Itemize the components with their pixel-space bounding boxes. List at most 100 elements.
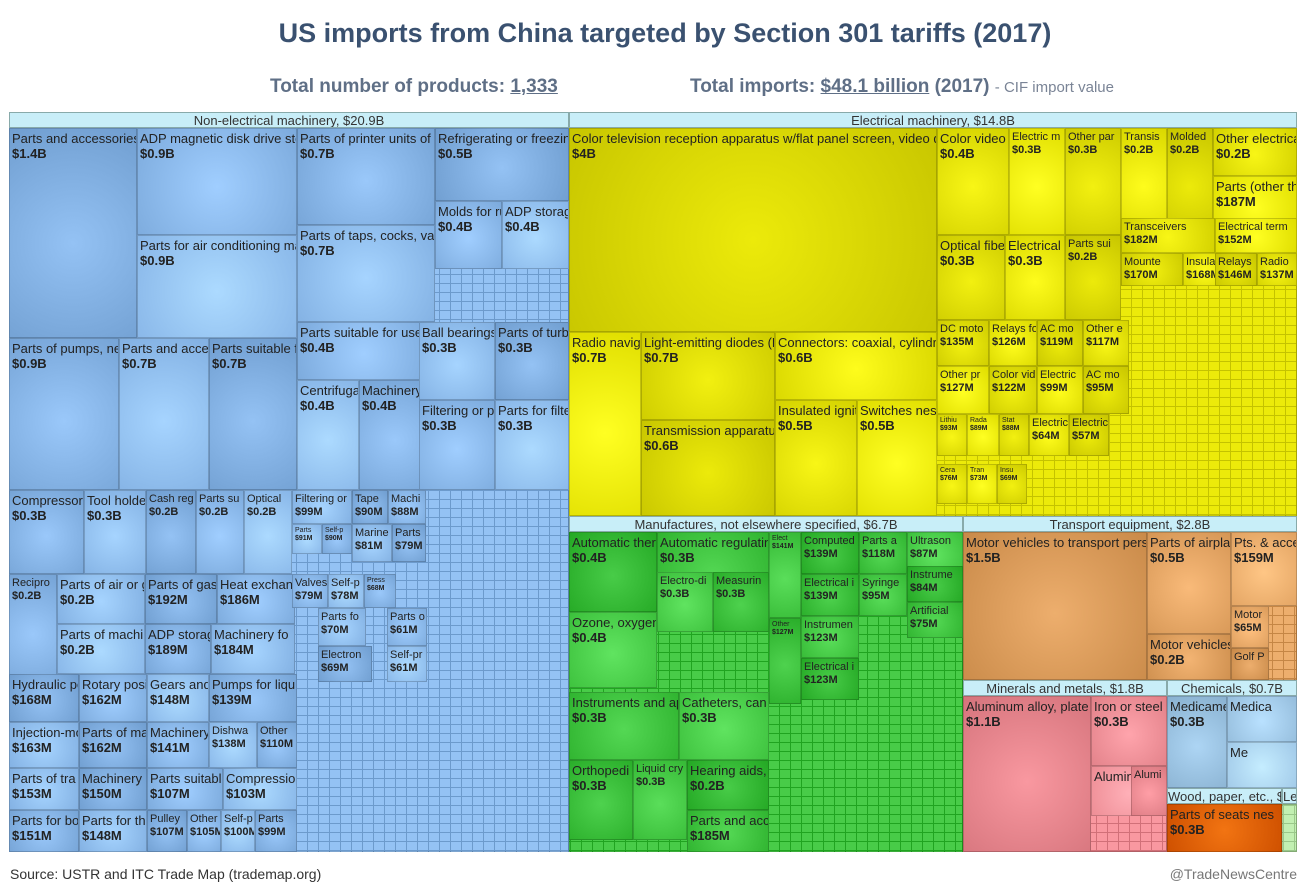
treemap-cell[interactable]: Electric $57M [1069,414,1109,456]
treemap-cell[interactable]: Press $68M [364,574,396,608]
treemap-cell[interactable]: Machinery $141M [147,722,209,768]
treemap-cell[interactable]: Parts and acces $0.7B [119,338,209,490]
treemap-cell[interactable]: Me [1227,742,1297,788]
treemap-cell[interactable]: Compressio $103M [223,768,297,810]
treemap-cell[interactable]: Heat exchan $186M [217,574,295,624]
treemap-cell[interactable]: Marine $81M [352,524,392,562]
treemap-cell[interactable]: Switches nesc $0.5B [857,400,937,516]
group-header-manufactures-not-elsewhere-specified[interactable]: Manufactures, not elsewhere specified, $… [569,516,963,532]
treemap-cell[interactable]: Parts of printer units of $0.7B [297,128,435,225]
treemap-cell[interactable]: Insulated ignit $0.5B [775,400,857,516]
treemap-cell[interactable]: Parts of ma $162M [79,722,147,768]
treemap-cell[interactable]: Liquid cry $0.3B [633,760,687,840]
treemap-cell[interactable]: Electron $69M [318,646,372,682]
treemap-cell[interactable]: ADP storage$189M [145,624,211,674]
treemap-cell[interactable]: Parts for bo $151M [9,810,79,852]
treemap-cell[interactable]: Dishwa $138M [209,722,257,768]
treemap-cell[interactable]: Parts of taps, cocks, val $0.7B [297,225,435,322]
treemap-cell[interactable]: Relays $146M [1215,253,1257,286]
treemap-cell[interactable]: Mounte $170M [1121,253,1183,286]
treemap-cell[interactable]: Other e $117M [1083,320,1129,366]
treemap-cell[interactable]: Parts o $61M [387,608,427,646]
group-header-transport-equipment[interactable]: Transport equipment, $2.8B [963,516,1297,532]
treemap-cell[interactable]: Other $127M [769,618,801,704]
treemap-cell[interactable]: Parts and accessories $1.4B [9,128,137,338]
group-header-minerals-and-metals[interactable]: Minerals and metals, $1.8B [963,680,1167,696]
treemap-cell[interactable]: Self-pr $61M [387,646,427,682]
treemap-cell[interactable]: Syringe $95M [859,574,907,616]
treemap-cell[interactable]: Motor vehicles to transport pers $1.5B [963,532,1147,680]
treemap-cell[interactable]: Filtering or $99M [292,490,352,524]
treemap-cell[interactable]: Radio $137M [1257,253,1297,286]
treemap-cell[interactable]: Centrifuga $0.4B [297,380,359,490]
treemap-cell[interactable]: Motor $65M [1231,606,1269,648]
treemap-cell[interactable]: Other electrica $0.2B [1213,128,1297,176]
treemap-cell[interactable]: Recipro $0.2B [9,574,57,684]
treemap-cell[interactable]: Lithiu $93M [937,414,967,456]
treemap-cell[interactable]: Parts suitabl $107M [147,768,223,810]
treemap-cell[interactable]: Medica [1227,696,1297,742]
treemap-cell[interactable]: Instrume $84M [907,566,963,602]
treemap-cell[interactable]: Other pr $127M [937,366,989,414]
treemap-cell[interactable]: Electrical s $0.3B [1005,235,1065,320]
treemap-cell[interactable]: Gears and $148M [147,674,209,722]
treemap-cell[interactable]: Light-emitting diodes (L $0.7B [641,332,775,420]
treemap-cell[interactable]: Parts for filte $0.3B [495,400,569,490]
treemap-cell[interactable]: Parts of pumps, ne $0.9B [9,338,119,490]
treemap-cell[interactable]: Parts a $118M [859,532,907,574]
treemap-cell[interactable]: Self-p $90M [322,524,352,554]
total-products-value[interactable]: 1,333 [510,76,558,97]
treemap-cell[interactable]: Compressors $0.3B [9,490,84,574]
treemap-cell[interactable]: Valves $79M [292,574,328,608]
treemap-cell[interactable]: Electrical term $152M [1215,218,1297,253]
treemap-cell[interactable]: Insu $69M [997,464,1027,504]
treemap-cell[interactable]: Golf P [1231,648,1269,680]
group-header-non-electrical-machinery[interactable]: Non-electrical machinery, $20.9B [9,112,569,128]
treemap-cell[interactable]: Parts $91M [292,524,322,554]
treemap-cell[interactable]: Optical fibe $0.3B [937,235,1005,320]
treemap-cell[interactable]: Parts for air conditioning ma $0.9B [137,235,297,338]
treemap-cell[interactable]: Parts of gas $192M [145,574,217,624]
treemap-cell[interactable]: Color television reception apparatus w/f… [569,128,937,332]
treemap-cell[interactable]: AC mo $119M [1037,320,1083,366]
treemap-cell[interactable]: Aluminum alloy, plate $1.1B [963,696,1091,852]
treemap-cell[interactable]: ADP storag $0.4B [502,201,569,269]
treemap-cell[interactable]: Transmission apparatu $0.6B [641,420,775,516]
treemap-cell[interactable]: Cash reg $0.2B [146,490,196,574]
treemap-cell[interactable]: Stat $88M [999,414,1029,456]
treemap-cell[interactable]: Electro-di $0.3B [657,572,713,632]
treemap-cell[interactable]: Parts of airpla $0.5B [1147,532,1231,634]
treemap-cell[interactable]: Parts of seats nes $0.3B [1167,804,1282,852]
treemap-cell[interactable]: Measurin $0.3B [713,572,769,632]
treemap-cell[interactable]: Elect $141M [769,532,801,618]
treemap-cell[interactable]: Artificial $75M [907,602,963,638]
treemap-cell[interactable]: Parts fo $70M [318,608,366,646]
treemap-cell[interactable]: Pulley $107M [147,810,187,852]
treemap-cell[interactable]: Electric $64M [1029,414,1069,456]
treemap-cell[interactable]: Machinery a $150M [79,768,147,810]
treemap-cell[interactable]: Optical $0.2B [244,490,292,574]
credit[interactable]: @TradeNewsCentre [1169,866,1297,882]
treemap-cell[interactable]: Parts and acce $185M [687,810,769,852]
treemap-cell[interactable]: Relays fo $126M [989,320,1037,366]
treemap-cell[interactable]: Machinery fo $184M [211,624,295,674]
treemap-cell[interactable]: Tran $73M [967,464,997,504]
treemap-cell[interactable]: Tool holde $0.3B [84,490,146,574]
treemap-cell[interactable]: Parts su $0.2B [196,490,244,574]
treemap-cell[interactable]: Filtering or p $0.3B [419,400,495,490]
treemap-cell[interactable]: Ozone, oxygen $0.4B [569,612,657,688]
treemap-cell[interactable]: Rotary posi $162M [79,674,147,722]
group-header-leather[interactable]: Lea [1282,788,1297,804]
treemap-cell[interactable]: Other par $0.3B [1065,128,1121,235]
treemap-cell[interactable]: Automatic ther $0.4B [569,532,657,612]
treemap-cell[interactable]: Injection-mo $163M [9,722,79,768]
treemap-cell[interactable]: Connectors: coaxial, cylindri $0.6B [775,332,937,400]
treemap-cell[interactable]: Hydraulic po $168M [9,674,79,722]
treemap-cell[interactable]: Electrical i $123M [801,658,859,700]
treemap-cell[interactable]: Parts of tra $153M [9,768,79,810]
treemap-cell[interactable]: Radio naviga $0.7B [569,332,641,516]
treemap-cell[interactable]: Ball bearings $0.3B [419,322,495,400]
treemap-cell[interactable]: Refrigerating or freezin $0.5B [435,128,569,201]
treemap-cell[interactable]: Parts $99M [255,810,297,852]
treemap-cell[interactable]: Parts for th $148M [79,810,147,852]
